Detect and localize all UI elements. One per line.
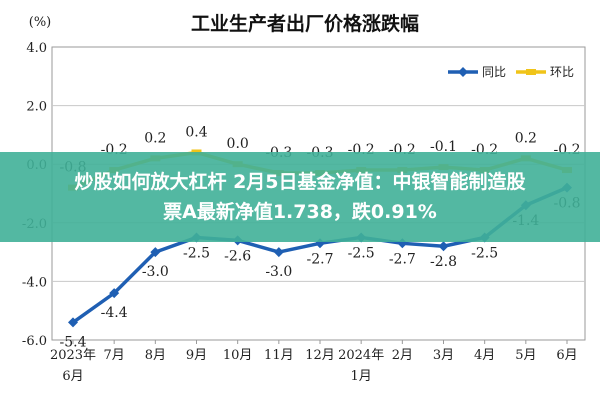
data-label-yoy: -3.0	[142, 264, 169, 280]
data-label-yoy: -2.7	[307, 251, 334, 267]
x-tick-label: 9月	[186, 348, 207, 363]
x-tick-label: 2024年	[338, 348, 384, 363]
x-tick-label: 2月	[392, 348, 413, 363]
x-tick-label: 4月	[474, 348, 495, 363]
data-label-yoy: -4.4	[101, 305, 128, 321]
legend-label-yoy: 同比	[482, 65, 506, 79]
x-tick-label: 7月	[104, 348, 125, 363]
data-label-yoy: -2.6	[224, 248, 251, 264]
legend-marker-yoy	[458, 67, 468, 77]
y-tick-label: -6.0	[22, 334, 47, 349]
data-label-mom: 0.4	[185, 124, 207, 140]
x-tick-label: 8月	[145, 348, 166, 363]
data-point-yoy	[68, 317, 78, 328]
data-point-yoy	[150, 247, 161, 258]
legend-marker-mom	[526, 69, 536, 75]
x-tick-label: 5月	[515, 348, 536, 363]
x-tick-label: 12月	[305, 348, 335, 363]
x-tick-label: 2023年	[50, 348, 96, 363]
data-label-yoy: -5.4	[60, 334, 87, 350]
chart-title: 工业生产者出厂价格涨跌幅	[191, 12, 419, 35]
x-tick-label: 6月	[62, 369, 83, 384]
x-tick-label: 3月	[433, 348, 454, 363]
x-tick-label: 11月	[264, 348, 294, 363]
y-tick-label: -4.0	[22, 275, 47, 290]
y-tick-label: 4.0	[26, 41, 47, 56]
data-label-yoy: -2.7	[389, 251, 416, 267]
x-tick-label: 10月	[223, 348, 253, 363]
data-label-mom: 0.2	[515, 130, 537, 146]
overlay-banner: 炒股如何放大杠杆 2月5日基金净值：中银智能制造股 票A最新净值1.738，跌0…	[0, 152, 600, 242]
y-axis-label: (%)	[29, 15, 52, 30]
data-point-yoy	[109, 288, 120, 299]
data-point-yoy	[273, 247, 284, 258]
legend-label-mom: 环比	[550, 65, 574, 79]
legend: 同比 环比	[448, 65, 574, 79]
overlay-line-1: 炒股如何放大杠杆 2月5日基金净值：中银智能制造股	[74, 171, 526, 193]
data-label-yoy: -2.8	[430, 254, 457, 270]
data-label-yoy: -3.0	[265, 264, 292, 280]
data-label-yoy: -2.5	[183, 245, 210, 261]
data-point-yoy	[438, 241, 449, 252]
data-label-mom: 0.0	[227, 136, 249, 152]
y-tick-label: 2.0	[26, 100, 47, 115]
data-label-mom: -0.1	[430, 139, 457, 155]
x-tick-label: 6月	[556, 348, 577, 363]
data-label-yoy: -2.5	[471, 245, 498, 261]
data-label-mom: 0.2	[144, 130, 166, 146]
x-tick-label: 1月	[351, 369, 372, 384]
data-label-yoy: -2.5	[348, 245, 375, 261]
overlay-line-2: 票A最新净值1.738，跌0.91%	[163, 201, 437, 223]
